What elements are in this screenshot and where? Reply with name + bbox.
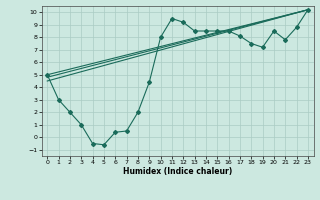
X-axis label: Humidex (Indice chaleur): Humidex (Indice chaleur) xyxy=(123,167,232,176)
